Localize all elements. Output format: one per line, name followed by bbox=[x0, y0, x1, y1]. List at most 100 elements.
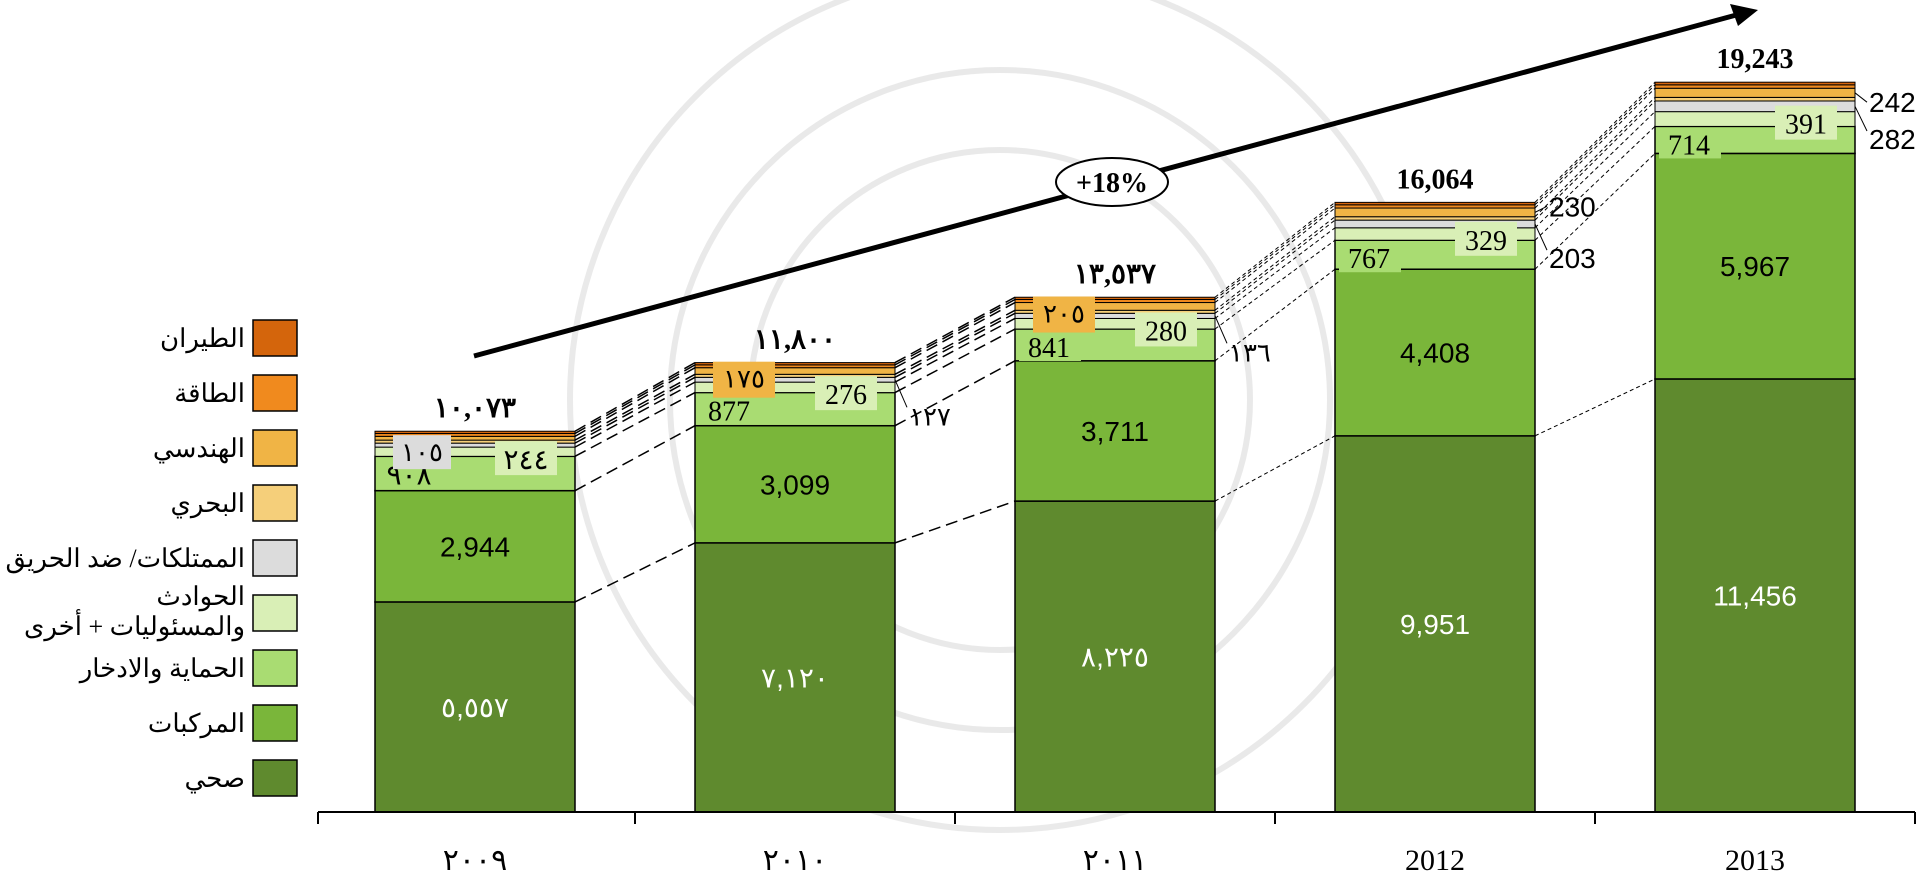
connector-line bbox=[574, 364, 696, 435]
data-label: ٧,١٢٠ bbox=[761, 662, 829, 693]
bar-segment bbox=[1654, 152, 1856, 380]
bar-segment bbox=[694, 362, 896, 366]
data-label-box bbox=[1659, 128, 1721, 159]
label-leader-line bbox=[894, 379, 908, 408]
connector-line bbox=[894, 312, 1016, 378]
connector-line bbox=[894, 317, 1016, 383]
data-label: 276 bbox=[825, 380, 867, 411]
connector-line bbox=[894, 500, 1016, 544]
data-label: 2,944 bbox=[440, 531, 510, 562]
connector-line bbox=[1534, 84, 1656, 206]
connector-line bbox=[574, 391, 696, 458]
data-label-box bbox=[713, 361, 775, 398]
connector-line bbox=[1214, 207, 1336, 303]
bar-segment bbox=[694, 424, 896, 544]
x-axis: ٢٠٠٩ ٢٠١٠ ٢٠١١ 2012 2013 bbox=[317, 811, 1916, 873]
data-label: 11,456 bbox=[1713, 580, 1797, 611]
data-label: 841 bbox=[1028, 333, 1070, 364]
data-label-box bbox=[699, 394, 761, 425]
bar-segment bbox=[1334, 268, 1536, 437]
bar-segment bbox=[1654, 84, 1856, 89]
connector-line bbox=[1534, 81, 1656, 203]
data-label: 714 bbox=[1668, 130, 1710, 161]
legend-swatch bbox=[252, 539, 298, 577]
data-label-box bbox=[1135, 312, 1197, 347]
legend-label: الحماية والادخار bbox=[78, 654, 245, 684]
total-label: 19,243 bbox=[1717, 44, 1794, 75]
bar-segment bbox=[1014, 500, 1216, 813]
data-label-box bbox=[815, 376, 877, 411]
bars-layer bbox=[374, 81, 1856, 813]
data-label: 203 bbox=[1549, 243, 1596, 274]
data-label: 4,408 bbox=[1400, 338, 1470, 369]
x-tick-label: ٢٠١١ bbox=[1083, 844, 1147, 873]
legend: الطيران الطاقة الهندسي البحري الممتلكات/ ضد … bbox=[5, 319, 298, 797]
legend-label: المركبات bbox=[148, 709, 245, 739]
x-tick-label: ٢٠٠٩ bbox=[443, 844, 507, 873]
connector-line bbox=[1214, 239, 1336, 330]
connector-line bbox=[1214, 204, 1336, 300]
data-label: 877 bbox=[708, 397, 750, 428]
growth-badge bbox=[1055, 157, 1169, 207]
data-label: ٨,٢٢٥ bbox=[1081, 642, 1149, 673]
connector-lines bbox=[574, 81, 1656, 603]
data-label: 391 bbox=[1785, 110, 1827, 141]
bar-segment bbox=[1334, 201, 1536, 206]
legend-swatch bbox=[252, 484, 298, 522]
growth-label: +18% bbox=[1076, 168, 1148, 199]
data-label-box bbox=[1019, 331, 1081, 362]
legend-label: الطاقة bbox=[174, 379, 245, 408]
x-tick-label: 2012 bbox=[1405, 844, 1465, 873]
connector-line bbox=[1214, 435, 1336, 502]
growth-arrow: +18% bbox=[473, 4, 1758, 359]
legend-swatch bbox=[252, 319, 298, 357]
data-label: ٢٠٥ bbox=[1043, 300, 1085, 329]
bar-segment bbox=[1334, 216, 1536, 221]
bar-segment bbox=[1334, 207, 1536, 218]
bar-segment bbox=[374, 430, 576, 435]
data-label-box bbox=[1775, 105, 1837, 140]
connector-line bbox=[894, 309, 1016, 375]
label-leader-line bbox=[1854, 92, 1868, 103]
connector-line bbox=[1534, 97, 1656, 218]
data-label-box bbox=[393, 435, 451, 470]
connector-line bbox=[574, 425, 696, 492]
x-tick-label: 2013 bbox=[1725, 844, 1785, 873]
bar-segment bbox=[1014, 360, 1216, 502]
label-leader-line bbox=[1534, 205, 1548, 213]
legend-swatch bbox=[252, 649, 298, 687]
data-label: 767 bbox=[1348, 244, 1390, 275]
bar-segment bbox=[1014, 296, 1216, 301]
connector-line bbox=[1214, 216, 1336, 311]
legend-label: صحي bbox=[184, 764, 245, 793]
total-label: ١٣,٥٣٧ bbox=[1074, 259, 1157, 290]
bar-segment bbox=[1334, 435, 1536, 813]
data-label: 280 bbox=[1145, 316, 1187, 347]
legend-label: البحري bbox=[171, 489, 245, 519]
label-leader-line bbox=[1854, 106, 1868, 132]
bar-segment bbox=[1654, 81, 1856, 86]
data-label: 242 bbox=[1869, 87, 1916, 118]
x-tick-label: ٢٠١٠ bbox=[763, 844, 827, 873]
data-label: ١٧٥ bbox=[723, 365, 765, 394]
legend-swatch bbox=[252, 374, 298, 412]
connector-line bbox=[894, 301, 1016, 369]
data-label: ٥,٥٥٧ bbox=[441, 692, 509, 723]
data-label-box bbox=[1339, 242, 1401, 273]
data-label-box bbox=[1033, 296, 1095, 333]
connector-line bbox=[894, 298, 1016, 366]
bar-segment bbox=[374, 601, 576, 813]
bar-segment bbox=[1654, 96, 1856, 102]
connector-line bbox=[574, 376, 696, 444]
legend-label: الهندسي bbox=[153, 434, 245, 464]
data-label: ٢٤٤ bbox=[503, 445, 548, 476]
data-label: ١٣٦ bbox=[1229, 338, 1271, 367]
connector-line bbox=[574, 542, 696, 603]
bar-segment bbox=[694, 542, 896, 813]
legend-label: الممتلكات/ ضد الحريق bbox=[5, 544, 245, 574]
connector-line bbox=[574, 373, 696, 441]
legend-label: الحوادث والمسئوليات + أخرى bbox=[24, 582, 245, 642]
legend-swatch bbox=[252, 594, 298, 632]
data-label-box bbox=[495, 441, 557, 476]
